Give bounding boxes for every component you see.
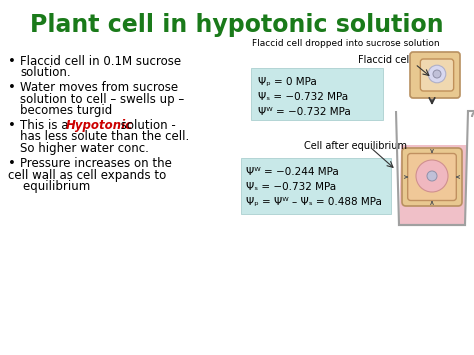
Text: Ψₛ = −0.732 MPa: Ψₛ = −0.732 MPa (246, 182, 336, 192)
Text: Water moves from sucrose: Water moves from sucrose (20, 81, 178, 94)
Text: cell wall as cell expands to: cell wall as cell expands to (8, 169, 166, 181)
Text: solution.: solution. (20, 66, 71, 80)
Circle shape (427, 171, 437, 181)
Text: solution -: solution - (117, 119, 176, 132)
Circle shape (416, 160, 448, 192)
Text: Flaccid cell: Flaccid cell (358, 55, 412, 65)
Text: equilibrium: equilibrium (8, 180, 90, 193)
Text: •: • (8, 81, 16, 94)
Text: This is a: This is a (20, 119, 72, 132)
Text: Ψᵂ = −0.732 MPa: Ψᵂ = −0.732 MPa (258, 107, 351, 117)
Text: •: • (8, 157, 16, 170)
Circle shape (433, 70, 441, 78)
Polygon shape (399, 145, 467, 225)
Text: •: • (8, 55, 16, 68)
FancyBboxPatch shape (251, 68, 383, 120)
FancyBboxPatch shape (408, 153, 456, 201)
Text: Plant cell in hypotonic solution: Plant cell in hypotonic solution (30, 13, 444, 37)
Text: Cell after equilibrium: Cell after equilibrium (304, 141, 407, 151)
Text: solution to cell – swells up –: solution to cell – swells up – (20, 93, 184, 105)
FancyBboxPatch shape (410, 52, 460, 98)
Text: becomes turgid: becomes turgid (20, 104, 112, 117)
Text: •: • (8, 119, 16, 132)
Circle shape (428, 65, 446, 83)
Text: Ψᵂ = −0.244 MPa: Ψᵂ = −0.244 MPa (246, 167, 339, 177)
Text: Ψₚ = Ψᵂ – Ψₛ = 0.488 MPa: Ψₚ = Ψᵂ – Ψₛ = 0.488 MPa (246, 197, 382, 207)
FancyBboxPatch shape (241, 158, 391, 214)
Text: Ψₚ = 0 MPa: Ψₚ = 0 MPa (258, 77, 317, 87)
Text: Flaccid cell in 0.1M sucrose: Flaccid cell in 0.1M sucrose (20, 55, 181, 68)
FancyBboxPatch shape (420, 59, 454, 91)
Text: Pressure increases on the: Pressure increases on the (20, 157, 172, 170)
Text: Ψₛ = −0.732 MPa: Ψₛ = −0.732 MPa (258, 92, 348, 102)
Text: Hypotonic: Hypotonic (66, 119, 133, 132)
FancyBboxPatch shape (402, 148, 462, 206)
Text: has less solute than the cell.: has less solute than the cell. (20, 131, 189, 143)
Text: Flaccid cell dropped into sucrose solution: Flaccid cell dropped into sucrose soluti… (252, 39, 439, 48)
Text: So higher water conc.: So higher water conc. (20, 142, 149, 155)
